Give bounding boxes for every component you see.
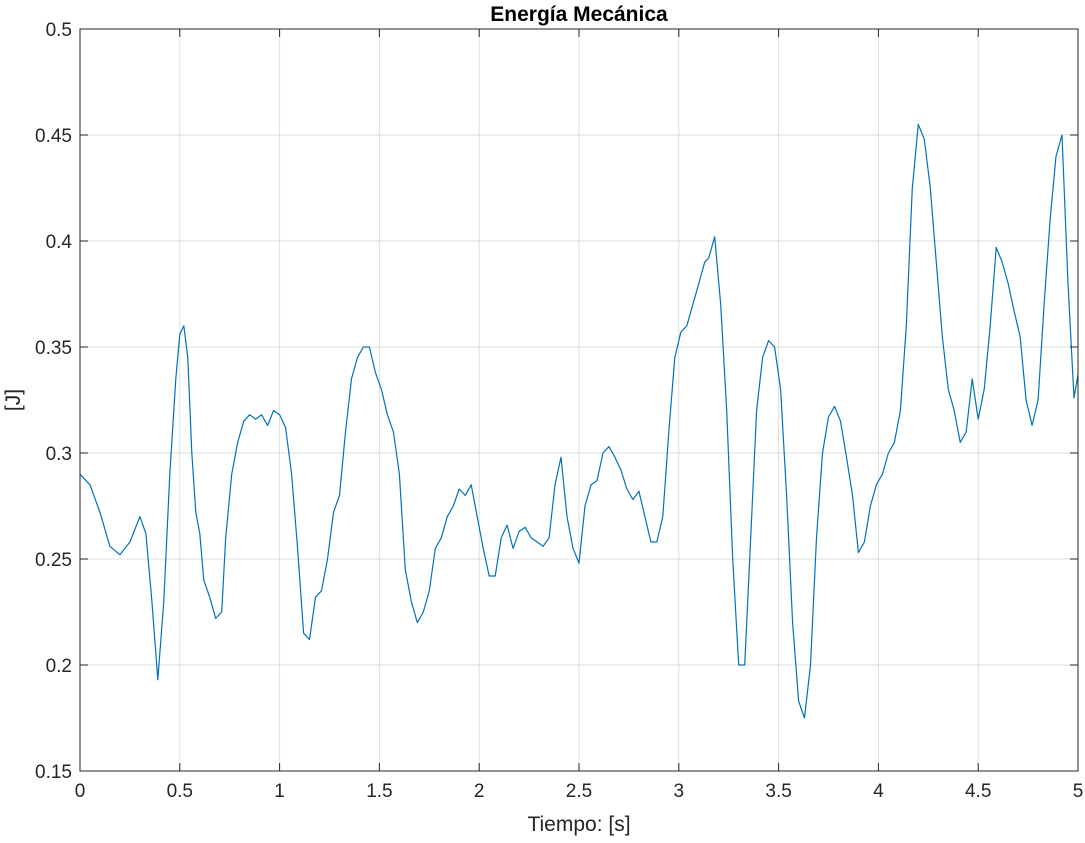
x-tick-label: 2.5 [566, 781, 592, 802]
y-tick-label: 0.2 [46, 656, 72, 677]
y-tick-label: 0.5 [46, 20, 72, 41]
x-tick-label: 0 [75, 781, 86, 802]
x-tick-label: 2 [474, 781, 485, 802]
y-tick-label: 0.35 [35, 338, 72, 359]
x-tick-label: 3.5 [765, 781, 791, 802]
series-layer [79, 123, 1079, 719]
x-axis-label: Tiempo: [s] [527, 813, 630, 836]
y-axis-label: [J] [2, 389, 25, 411]
y-tick-label: 0.4 [46, 232, 73, 253]
y-tick-label: 0.3 [46, 444, 72, 465]
x-tick-label: 1 [274, 781, 285, 802]
y-tick-labels: 0.15 0.2 0.25 0.3 0.35 0.4 0.45 0.5 [35, 20, 72, 783]
x-tick-label: 0.5 [167, 781, 193, 802]
x-tick-label: 5 [1073, 781, 1084, 802]
x-tick-label: 4.5 [965, 781, 991, 802]
x-tick-label: 1.5 [366, 781, 392, 802]
x-tick-labels: 0 0.5 1 1.5 2 2.5 3 3.5 4 4.5 5 [75, 781, 1084, 802]
x-tick-label: 4 [873, 781, 884, 802]
chart-title: Energía Mecánica [490, 3, 668, 26]
y-tick-label: 0.25 [35, 550, 72, 571]
x-tick-label: 3 [674, 781, 685, 802]
grid-lines [79, 28, 1079, 772]
y-tick-label: 0.15 [35, 762, 72, 783]
series-line-1 [79, 123, 1079, 719]
y-tick-label: 0.45 [35, 126, 72, 147]
axis-ticks [79, 28, 1079, 772]
